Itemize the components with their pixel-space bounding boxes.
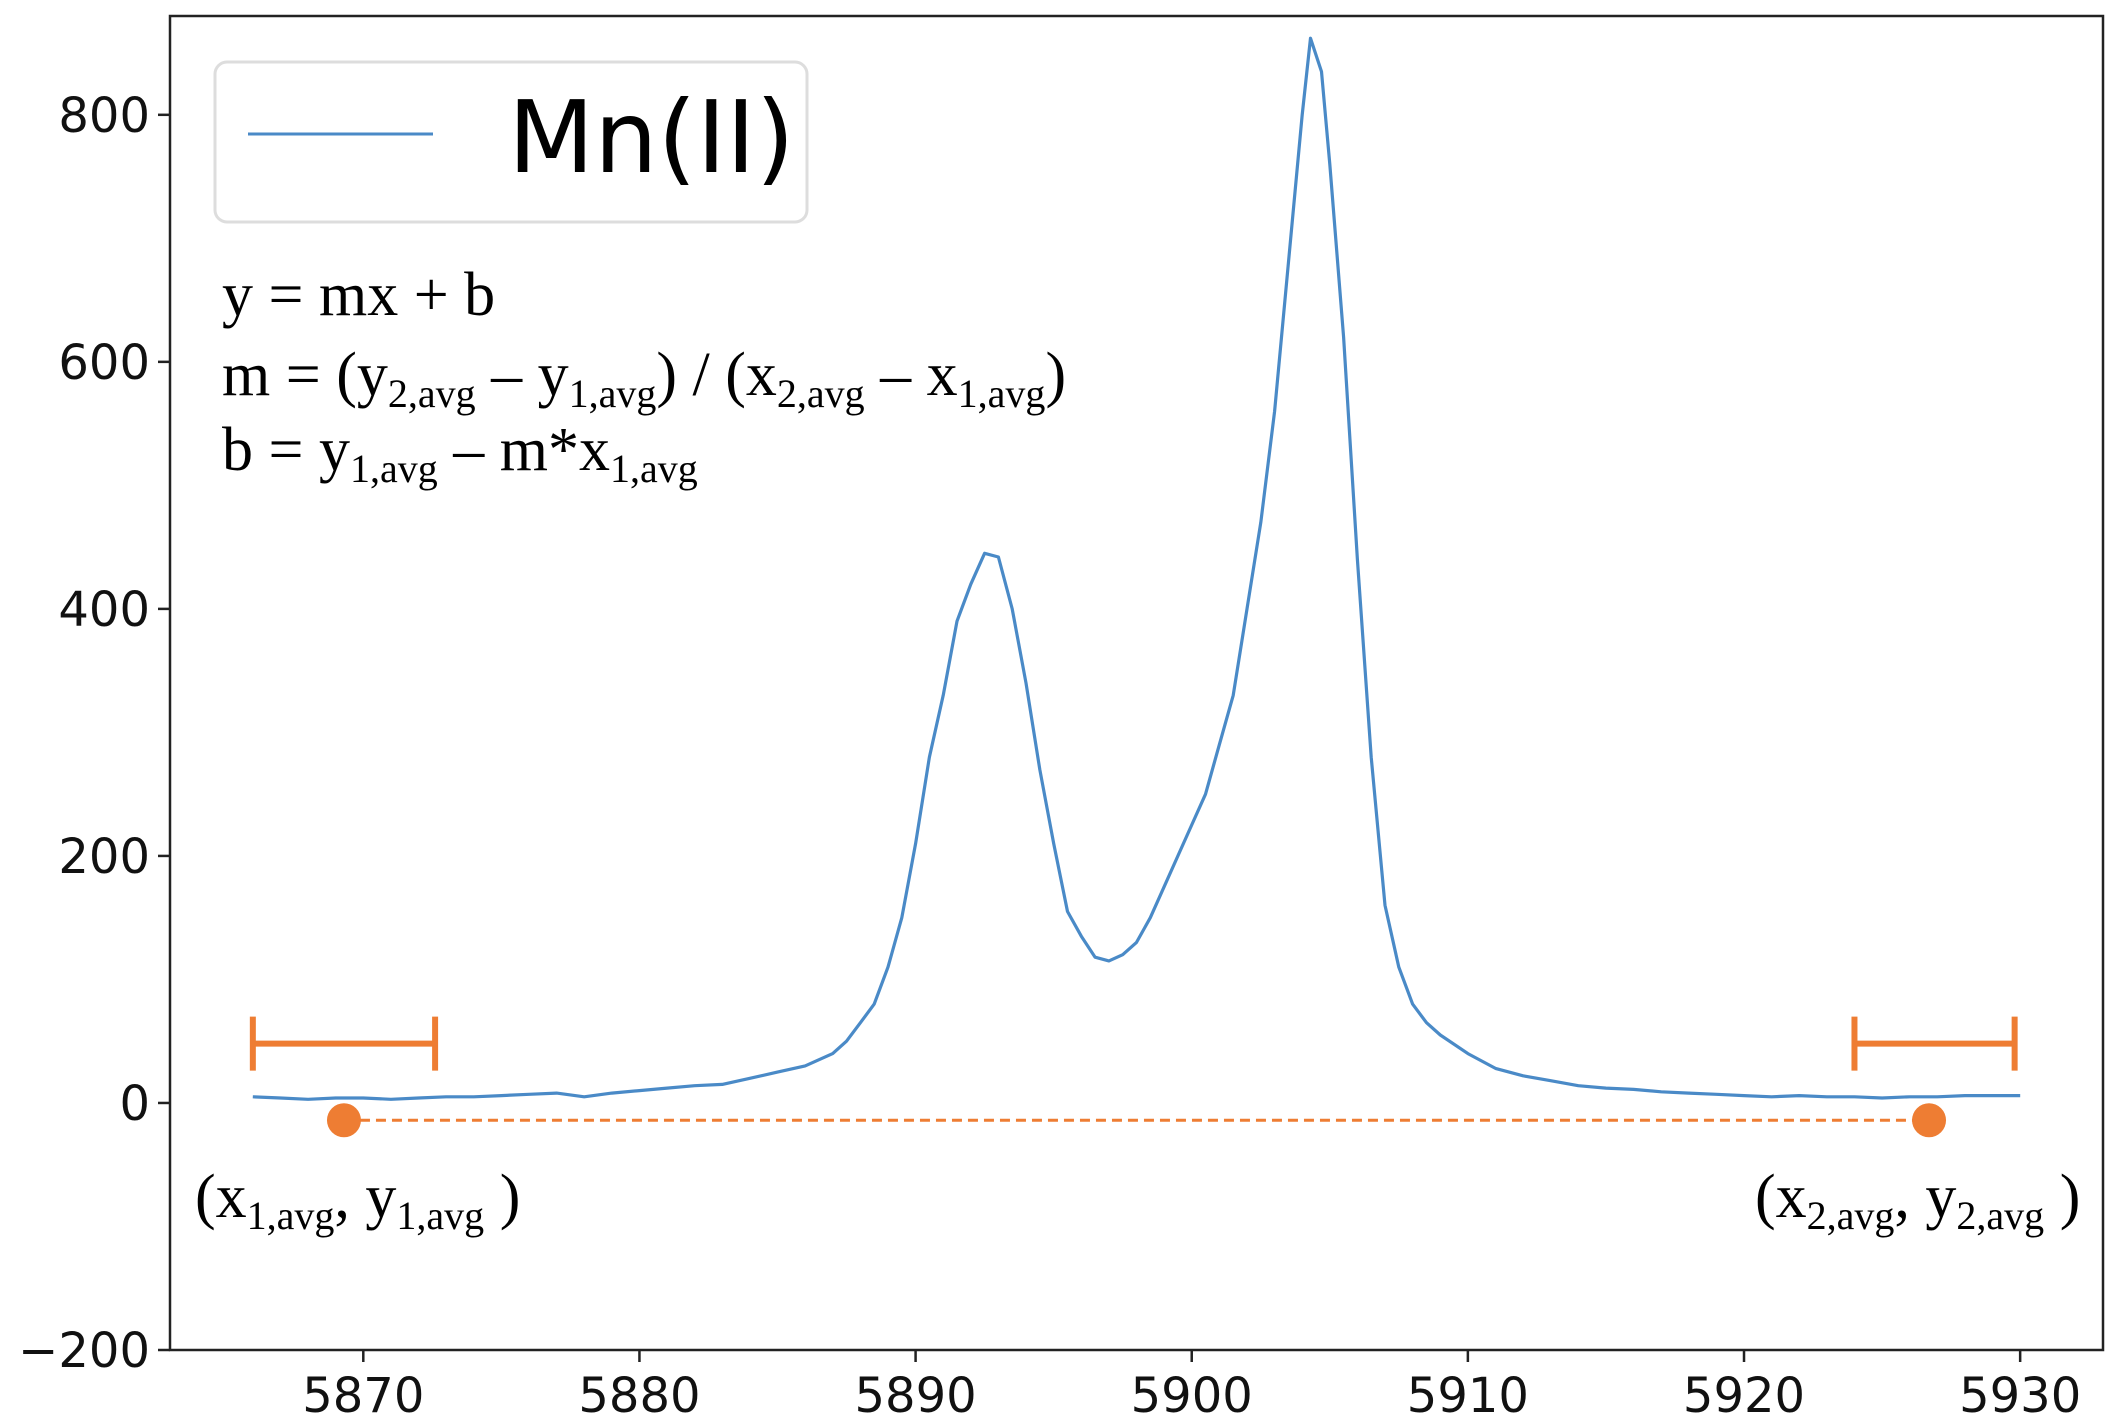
x-axis: 5870 5880 5890 5900 5910 5920 5930	[302, 1350, 2081, 1417]
legend-box	[213, 60, 809, 224]
series-layer	[252, 36, 2021, 1101]
y-tick-label: 400	[58, 582, 150, 638]
series-line	[252, 36, 2021, 1101]
legend-label: Mn(II)	[508, 79, 795, 196]
x-tick-label: 5880	[578, 1368, 700, 1417]
x-tick-label: 5900	[1131, 1368, 1253, 1417]
baseline-point-2	[1912, 1103, 1947, 1138]
annotation-layer	[249, 1016, 2018, 1138]
plot-frame	[168, 14, 2105, 1352]
x-tick-label: 5910	[1407, 1368, 1529, 1417]
y-tick-label: −200	[18, 1323, 150, 1379]
x-tick-label: 5870	[302, 1368, 424, 1417]
y-axis: −200 0 200 400 600 800	[18, 88, 170, 1379]
legend: Mn(II)	[213, 60, 809, 224]
point-label-2: (x2,avg, y2,avg )	[1755, 1163, 2080, 1238]
point-labels: (x1,avg, y1,avg ) (x2,avg, y2,avg )	[195, 1163, 2080, 1238]
baseline-point-1	[326, 1103, 361, 1138]
formula-line: m = (y2,avg – y1,avg) / (x2,avg – x1,avg…	[222, 341, 1066, 416]
axes-frame	[168, 14, 2105, 1352]
x-tick-label: 5930	[1959, 1368, 2081, 1417]
point-label-1: (x1,avg, y1,avg )	[195, 1163, 520, 1238]
formula-block: y = mx + b m = (y2,avg – y1,avg) / (x2,av…	[222, 261, 1066, 491]
y-tick-label: 800	[58, 88, 150, 144]
y-tick-label: 0	[119, 1076, 150, 1132]
x-tick-label: 5890	[855, 1368, 977, 1417]
x-tick-label: 5920	[1683, 1368, 1805, 1417]
y-tick-label: 600	[58, 335, 150, 391]
formula-line: b = y1,avg – m*x1,avg	[222, 416, 698, 491]
formula-line: y = mx + b	[222, 261, 495, 329]
y-tick-label: 200	[58, 829, 150, 885]
